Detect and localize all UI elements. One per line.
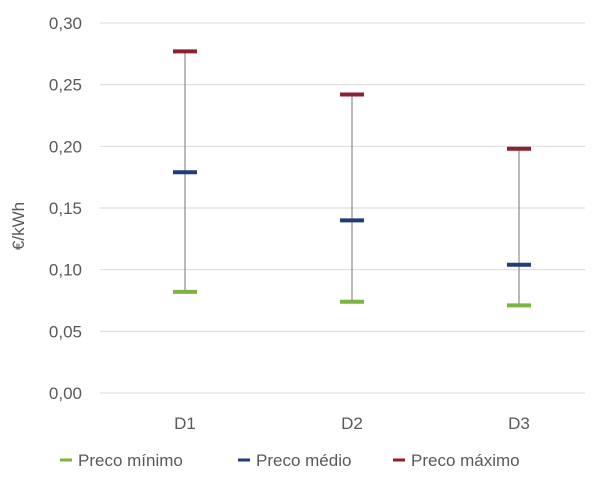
- x-tick-label: D1: [174, 414, 196, 433]
- y-tick-labels: 0,00 0,05 0,10 0,15 0,20 0,25 0,30: [49, 14, 82, 403]
- x-tick-labels: D1 D2 D3: [174, 414, 530, 433]
- x-tick-label: D3: [508, 414, 530, 433]
- value-markers: [173, 49, 531, 308]
- y-tick-label: 0,00: [49, 384, 82, 403]
- legend-label: Preco médio: [256, 451, 351, 470]
- y-tick-label: 0,20: [49, 137, 82, 156]
- y-tick-label: 0,30: [49, 14, 82, 33]
- gridlines: [100, 22, 585, 394]
- legend-label: Preco máximo: [411, 451, 520, 470]
- y-axis-title: €/kWh: [9, 202, 28, 250]
- legend-label: Preco mínimo: [78, 451, 183, 470]
- y-tick-label: 0,25: [49, 76, 82, 95]
- y-tick-label: 0,15: [49, 199, 82, 218]
- range-lines: [184, 51, 520, 306]
- legend: Preco mínimo Preco médio Preco máximo: [60, 451, 520, 470]
- y-tick-label: 0,05: [49, 322, 82, 341]
- x-tick-label: D2: [341, 414, 363, 433]
- y-tick-label: 0,10: [49, 261, 82, 280]
